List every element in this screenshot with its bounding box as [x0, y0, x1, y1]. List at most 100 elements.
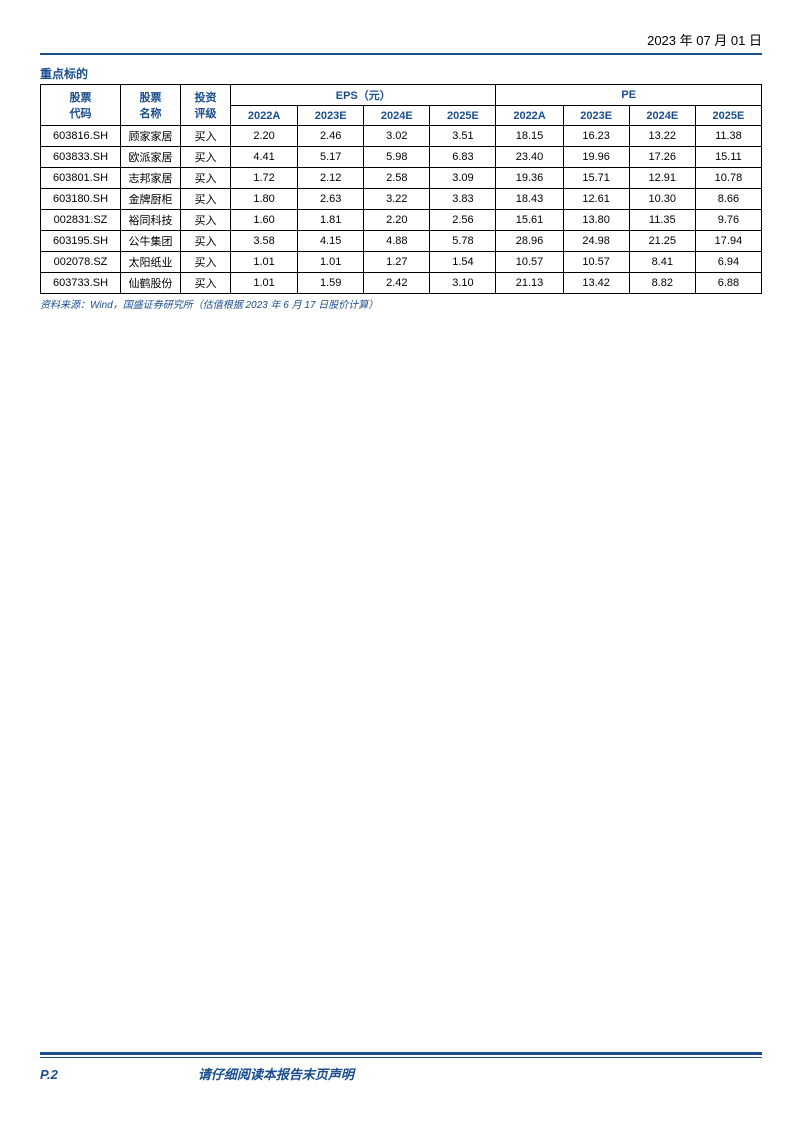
cell-pe: 17.94 [695, 231, 761, 252]
table-row: 603195.SH公牛集团买入3.584.154.885.7828.9624.9… [41, 231, 762, 252]
footer-divider-thin [40, 1057, 762, 1058]
cell-pe: 16.23 [563, 126, 629, 147]
cell-eps: 4.15 [298, 231, 364, 252]
cell-eps: 1.01 [231, 273, 298, 294]
cell-eps: 2.20 [364, 210, 430, 231]
cell-eps: 1.80 [231, 189, 298, 210]
table-row: 002831.SZ裕同科技买入1.601.812.202.5615.6113.8… [41, 210, 762, 231]
cell-pe: 15.11 [695, 147, 761, 168]
cell-pe: 10.78 [695, 168, 761, 189]
cell-rating: 买入 [181, 210, 231, 231]
th-pe-2025e: 2025E [695, 106, 761, 126]
cell-pe: 10.57 [496, 252, 563, 273]
footer: P.2 请仔细阅读本报告末页声明 [40, 1052, 762, 1083]
cell-eps: 1.01 [298, 252, 364, 273]
cell-eps: 3.22 [364, 189, 430, 210]
cell-pe: 11.38 [695, 126, 761, 147]
cell-code: 002078.SZ [41, 252, 121, 273]
cell-rating: 买入 [181, 252, 231, 273]
cell-name: 金牌厨柜 [121, 189, 181, 210]
cell-rating: 买入 [181, 189, 231, 210]
cell-pe: 6.88 [695, 273, 761, 294]
cell-eps: 3.02 [364, 126, 430, 147]
cell-eps: 2.58 [364, 168, 430, 189]
cell-eps: 3.51 [430, 126, 496, 147]
page-number: P.2 [40, 1067, 58, 1082]
cell-name: 裕同科技 [121, 210, 181, 231]
cell-pe: 8.41 [629, 252, 695, 273]
cell-pe: 15.71 [563, 168, 629, 189]
cell-code: 603801.SH [41, 168, 121, 189]
cell-name: 欧派家居 [121, 147, 181, 168]
footer-disclaimer: 请仔细阅读本报告末页声明 [198, 1064, 354, 1083]
cell-pe: 23.40 [496, 147, 563, 168]
cell-pe: 18.43 [496, 189, 563, 210]
cell-name: 太阳纸业 [121, 252, 181, 273]
cell-eps: 1.27 [364, 252, 430, 273]
th-pe-2023e: 2023E [563, 106, 629, 126]
table-row: 603180.SH金牌厨柜买入1.802.633.223.8318.4312.6… [41, 189, 762, 210]
header-divider [40, 53, 762, 55]
cell-eps: 2.20 [231, 126, 298, 147]
cell-eps: 6.83 [430, 147, 496, 168]
cell-name: 顾家家居 [121, 126, 181, 147]
cell-pe: 8.82 [629, 273, 695, 294]
cell-eps: 5.78 [430, 231, 496, 252]
cell-pe: 6.94 [695, 252, 761, 273]
header-date: 2023 年 07 月 01 日 [40, 30, 762, 49]
th-pe-group: PE [496, 85, 762, 106]
cell-pe: 13.22 [629, 126, 695, 147]
cell-rating: 买入 [181, 273, 231, 294]
cell-pe: 13.80 [563, 210, 629, 231]
cell-name: 仙鹤股份 [121, 273, 181, 294]
th-eps-group: EPS（元） [231, 85, 496, 106]
cell-pe: 19.96 [563, 147, 629, 168]
cell-eps: 3.10 [430, 273, 496, 294]
cell-eps: 5.98 [364, 147, 430, 168]
cell-code: 002831.SZ [41, 210, 121, 231]
cell-pe: 19.36 [496, 168, 563, 189]
table-row: 603816.SH顾家家居买入2.202.463.023.5118.1516.2… [41, 126, 762, 147]
cell-eps: 4.88 [364, 231, 430, 252]
th-pe-2022a: 2022A [496, 106, 563, 126]
table-row: 002078.SZ太阳纸业买入1.011.011.271.5410.5710.5… [41, 252, 762, 273]
cell-pe: 24.98 [563, 231, 629, 252]
cell-pe: 10.30 [629, 189, 695, 210]
cell-code: 603733.SH [41, 273, 121, 294]
cell-pe: 9.76 [695, 210, 761, 231]
th-pe-2024e: 2024E [629, 106, 695, 126]
cell-pe: 12.91 [629, 168, 695, 189]
cell-name: 志邦家居 [121, 168, 181, 189]
source-note: 资料来源：Wind，国盛证券研究所（估值根据 2023 年 6 月 17 日股价… [40, 296, 762, 311]
cell-code: 603195.SH [41, 231, 121, 252]
cell-eps: 2.42 [364, 273, 430, 294]
cell-code: 603180.SH [41, 189, 121, 210]
footer-divider-thick [40, 1052, 762, 1055]
cell-pe: 28.96 [496, 231, 563, 252]
cell-pe: 13.42 [563, 273, 629, 294]
stock-table: 股票代码 股票名称 投资评级 EPS（元） PE 2022A 2023E 202… [40, 84, 762, 294]
cell-code: 603833.SH [41, 147, 121, 168]
cell-eps: 2.63 [298, 189, 364, 210]
cell-eps: 4.41 [231, 147, 298, 168]
cell-pe: 10.57 [563, 252, 629, 273]
cell-pe: 17.26 [629, 147, 695, 168]
cell-pe: 21.25 [629, 231, 695, 252]
cell-pe: 21.13 [496, 273, 563, 294]
cell-rating: 买入 [181, 168, 231, 189]
table-row: 603801.SH志邦家居买入1.722.122.583.0919.3615.7… [41, 168, 762, 189]
th-rating: 投资评级 [181, 85, 231, 126]
th-eps-2025e: 2025E [430, 106, 496, 126]
cell-eps: 1.72 [231, 168, 298, 189]
cell-pe: 12.61 [563, 189, 629, 210]
cell-pe: 15.61 [496, 210, 563, 231]
th-eps-2024e: 2024E [364, 106, 430, 126]
cell-eps: 1.54 [430, 252, 496, 273]
cell-eps: 1.81 [298, 210, 364, 231]
cell-eps: 2.46 [298, 126, 364, 147]
cell-name: 公牛集团 [121, 231, 181, 252]
th-eps-2023e: 2023E [298, 106, 364, 126]
cell-eps: 3.09 [430, 168, 496, 189]
cell-eps: 1.01 [231, 252, 298, 273]
cell-eps: 3.58 [231, 231, 298, 252]
